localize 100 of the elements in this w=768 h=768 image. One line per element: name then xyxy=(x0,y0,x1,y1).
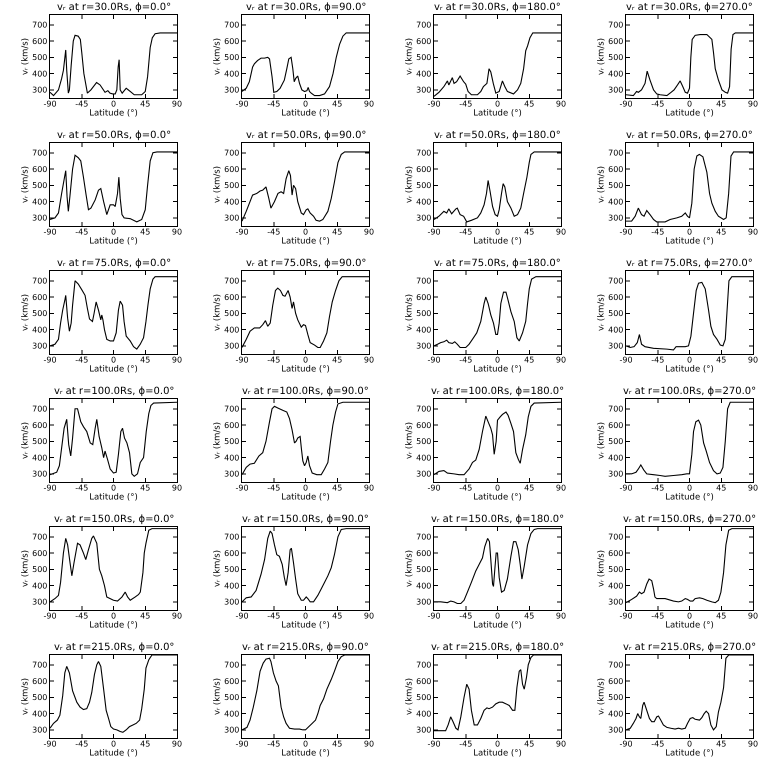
y-tick-label: 300 xyxy=(416,598,432,607)
x-tick-label: -45 xyxy=(459,100,472,109)
x-axis-title: Latitude (°) xyxy=(665,108,714,119)
x-tick-label: -45 xyxy=(651,356,664,365)
x-tick-label: -45 xyxy=(651,484,664,493)
chart-title: vᵣ at r=50.0Rs, ϕ=0.0° xyxy=(57,130,172,141)
y-tick-label: 700 xyxy=(416,20,432,30)
x-tick-label: -90 xyxy=(619,356,633,365)
x-tick-label: 45 xyxy=(524,100,534,109)
y-tick-label: 700 xyxy=(224,660,240,670)
x-tick-label: -45 xyxy=(459,356,472,365)
y-tick-label: 500 xyxy=(32,437,48,446)
x-tick-label: -90 xyxy=(235,612,249,621)
y-axis-title: vᵣ (km/s) xyxy=(20,294,31,332)
y-axis-title: vᵣ (km/s) xyxy=(404,166,415,204)
y-tick-label: 600 xyxy=(416,676,432,686)
y-tick-label: 600 xyxy=(608,164,624,174)
x-tick-label: -90 xyxy=(427,740,441,749)
y-tick-label: 400 xyxy=(608,325,624,334)
x-tick-label: -45 xyxy=(75,356,88,365)
x-tick-label: 45 xyxy=(332,484,342,493)
y-tick-label: 400 xyxy=(224,197,240,206)
y-tick-label: 600 xyxy=(608,36,624,46)
y-tick-label: 300 xyxy=(32,214,48,223)
x-tick-label: -90 xyxy=(619,484,633,493)
y-axis-title: vᵣ (km/s) xyxy=(404,550,415,588)
y-tick-label: 700 xyxy=(32,20,48,30)
x-axis-title: Latitude (°) xyxy=(89,364,138,375)
x-axis-title: Latitude (°) xyxy=(665,492,714,503)
y-tick-label: 400 xyxy=(32,325,48,334)
x-tick-label: 45 xyxy=(524,228,534,237)
y-tick-label: 600 xyxy=(416,36,432,46)
y-tick-label: 500 xyxy=(224,309,240,318)
y-tick-label: 400 xyxy=(224,453,240,462)
x-tick-label: 0 xyxy=(302,484,308,493)
y-tick-label: 300 xyxy=(32,726,48,735)
y-tick-label: 500 xyxy=(416,565,432,574)
x-tick-label: 0 xyxy=(302,612,308,621)
x-tick-label: -45 xyxy=(75,484,88,493)
y-tick-label: 300 xyxy=(416,726,432,735)
y-tick-label: 600 xyxy=(32,36,48,46)
y-tick-label: 500 xyxy=(416,437,432,446)
x-tick-label: 0 xyxy=(110,612,116,621)
y-axis-title: vᵣ (km/s) xyxy=(404,38,415,76)
y-tick-label: 600 xyxy=(416,420,432,430)
chart-title: vᵣ at r=100.0Rs, ϕ=0.0° xyxy=(54,386,174,397)
y-tick-label: 400 xyxy=(32,69,48,78)
x-tick-label: -45 xyxy=(75,100,88,109)
y-tick-label: 400 xyxy=(608,453,624,462)
x-tick-label: 90 xyxy=(172,100,182,109)
y-axis-title: vᵣ (km/s) xyxy=(596,550,607,588)
y-tick-label: 700 xyxy=(416,532,432,542)
x-tick-label: 0 xyxy=(302,740,308,749)
y-tick-label: 500 xyxy=(32,565,48,574)
y-axis-title: vᵣ (km/s) xyxy=(20,38,31,76)
x-tick-label: -90 xyxy=(235,356,249,365)
y-tick-label: 300 xyxy=(416,342,432,351)
y-axis-title: vᵣ (km/s) xyxy=(212,422,223,460)
x-tick-label: -90 xyxy=(43,612,57,621)
x-tick-label: -45 xyxy=(267,100,280,109)
x-tick-label: 0 xyxy=(302,356,308,365)
x-tick-label: -90 xyxy=(427,228,441,237)
chart-title: vᵣ at r=30.0Rs, ϕ=180.0° xyxy=(434,2,561,13)
x-tick-label: -45 xyxy=(75,740,88,749)
y-tick-label: 300 xyxy=(224,342,240,351)
x-tick-label: 45 xyxy=(332,228,342,237)
y-axis-title: vᵣ (km/s) xyxy=(404,294,415,332)
chart-title: vᵣ at r=150.0Rs, ϕ=180.0° xyxy=(431,514,564,525)
chart-title: vᵣ at r=75.0Rs, ϕ=180.0° xyxy=(434,258,561,269)
y-tick-label: 400 xyxy=(416,581,432,590)
y-tick-label: 300 xyxy=(416,214,432,223)
x-tick-label: 0 xyxy=(494,356,500,365)
x-axis-title: Latitude (°) xyxy=(473,620,522,631)
y-tick-label: 300 xyxy=(224,86,240,95)
y-tick-label: 400 xyxy=(32,453,48,462)
y-axis-title: vᵣ (km/s) xyxy=(20,678,31,716)
y-tick-label: 700 xyxy=(608,148,624,158)
y-tick-label: 600 xyxy=(416,548,432,558)
chart-title: vᵣ at r=75.0Rs, ϕ=0.0° xyxy=(57,258,172,269)
x-tick-label: 90 xyxy=(364,228,374,237)
y-tick-label: 500 xyxy=(608,309,624,318)
y-tick-label: 400 xyxy=(608,69,624,78)
chart-title: vᵣ at r=75.0Rs, ϕ=270.0° xyxy=(626,258,753,269)
x-tick-label: 45 xyxy=(332,740,342,749)
y-tick-label: 300 xyxy=(32,470,48,479)
y-tick-label: 400 xyxy=(32,709,48,718)
x-tick-label: -90 xyxy=(43,484,57,493)
y-tick-label: 400 xyxy=(32,197,48,206)
x-axis-title: Latitude (°) xyxy=(89,748,138,759)
y-tick-label: 600 xyxy=(224,36,240,46)
x-tick-label: 90 xyxy=(172,356,182,365)
x-axis-title: Latitude (°) xyxy=(281,748,330,759)
y-axis-title: vᵣ (km/s) xyxy=(596,422,607,460)
y-tick-label: 400 xyxy=(224,709,240,718)
y-tick-label: 400 xyxy=(416,69,432,78)
x-tick-label: -45 xyxy=(651,612,664,621)
y-tick-label: 500 xyxy=(416,53,432,62)
x-tick-label: 90 xyxy=(172,228,182,237)
x-tick-label: 45 xyxy=(332,612,342,621)
chart-title: vᵣ at r=100.0Rs, ϕ=270.0° xyxy=(623,386,756,397)
